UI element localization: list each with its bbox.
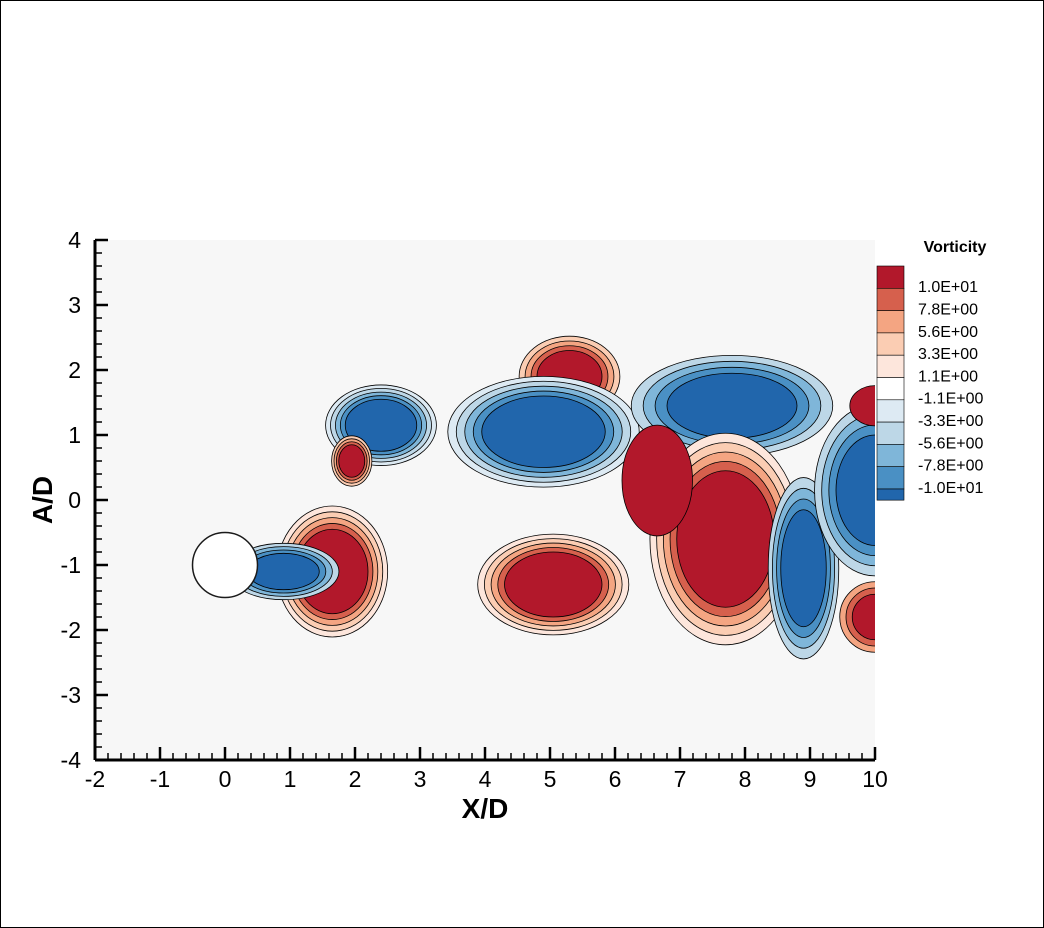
contour-level <box>338 444 366 478</box>
legend-label: 1.0E+01 <box>918 279 978 296</box>
y-axis-title: A/D <box>27 476 58 524</box>
legend-swatch-min <box>876 488 905 501</box>
x-tick-label: 10 <box>862 766 888 792</box>
x-tick-label: -1 <box>150 766 170 792</box>
contour-level <box>851 593 875 641</box>
y-tick-label: 1 <box>68 422 81 448</box>
y-tick-label: -4 <box>61 747 82 773</box>
vortex-negative-10 <box>814 404 875 577</box>
vortex-positive-3 <box>331 435 373 487</box>
legend-swatch <box>876 421 905 445</box>
legend-swatch <box>876 399 905 423</box>
legend-swatch <box>876 466 905 490</box>
vortex-positive-7 <box>477 533 630 636</box>
legend-label: -3.3E+00 <box>918 413 983 430</box>
x-tick-label: 6 <box>609 766 622 792</box>
x-tick-label: 1 <box>284 766 297 792</box>
contour-level <box>481 395 606 468</box>
x-tick-label: 8 <box>739 766 752 792</box>
legend-swatch <box>876 377 905 401</box>
legend-label: -5.6E+00 <box>918 435 983 452</box>
x-tick-label: 4 <box>479 766 492 792</box>
vortex-negative-5 <box>447 375 640 488</box>
y-tick-label: 3 <box>68 292 81 318</box>
x-tick-label: 5 <box>544 766 557 792</box>
legend: Vorticity 1.0E+01 7.8E+00 5.6E+00 3.3E+00 1.… <box>876 239 987 501</box>
x-tick-label: 9 <box>804 766 817 792</box>
contour-level <box>504 551 603 618</box>
vortex-negative-6 <box>630 354 834 457</box>
x-tick-label: 3 <box>414 766 427 792</box>
x-axis-title: X/D <box>462 793 509 824</box>
cylinder <box>191 531 259 599</box>
legend-label: -1.0E+01 <box>918 480 983 497</box>
contour-level <box>835 434 875 546</box>
legend-swatch <box>876 287 905 311</box>
y-tick-label: -2 <box>61 617 81 643</box>
contour-level <box>849 385 875 427</box>
y-tick-label: 2 <box>68 357 81 383</box>
y-tick-label: -1 <box>61 552 81 578</box>
x-tick-label: -2 <box>85 766 105 792</box>
legend-title: Vorticity <box>924 239 987 256</box>
contour-level <box>247 552 320 591</box>
legend-swatch <box>876 332 905 356</box>
vortex-negative-9 <box>767 477 840 660</box>
legend-label: -1.1E+00 <box>918 391 983 408</box>
legend-label: 5.6E+00 <box>918 324 978 341</box>
y-tick-label: 4 <box>68 227 81 253</box>
x-tick-label: 2 <box>349 766 362 792</box>
x-tick-label: 0 <box>219 766 232 792</box>
contour-level <box>666 372 798 439</box>
vortex-positive-11 <box>839 581 875 653</box>
vorticity-field <box>191 335 875 660</box>
vortex-positive-12 <box>621 424 693 537</box>
legend-label: 1.1E+00 <box>918 368 978 385</box>
legend-label: 3.3E+00 <box>918 346 978 363</box>
contour-level <box>621 424 693 537</box>
vortex-positive-13 <box>849 385 875 427</box>
vortex-negative-2 <box>325 384 437 466</box>
legend-swatch <box>876 354 905 378</box>
y-tick-label: -3 <box>61 682 81 708</box>
legend-swatch <box>876 444 905 467</box>
x-tick-label: 7 <box>674 766 687 792</box>
legend-swatch <box>876 265 905 289</box>
legend-label: 7.8E+00 <box>918 301 978 318</box>
axes: -2 -1 0 1 2 3 4 5 6 7 8 9 10 -4 -3 -2 -1 0 1 2 3 4 <box>61 227 888 792</box>
contour-level <box>780 509 827 628</box>
legend-swatch <box>876 310 905 334</box>
legend-label: -7.8E+00 <box>918 458 983 475</box>
y-tick-label: 0 <box>68 487 81 513</box>
contour-level <box>344 398 418 452</box>
